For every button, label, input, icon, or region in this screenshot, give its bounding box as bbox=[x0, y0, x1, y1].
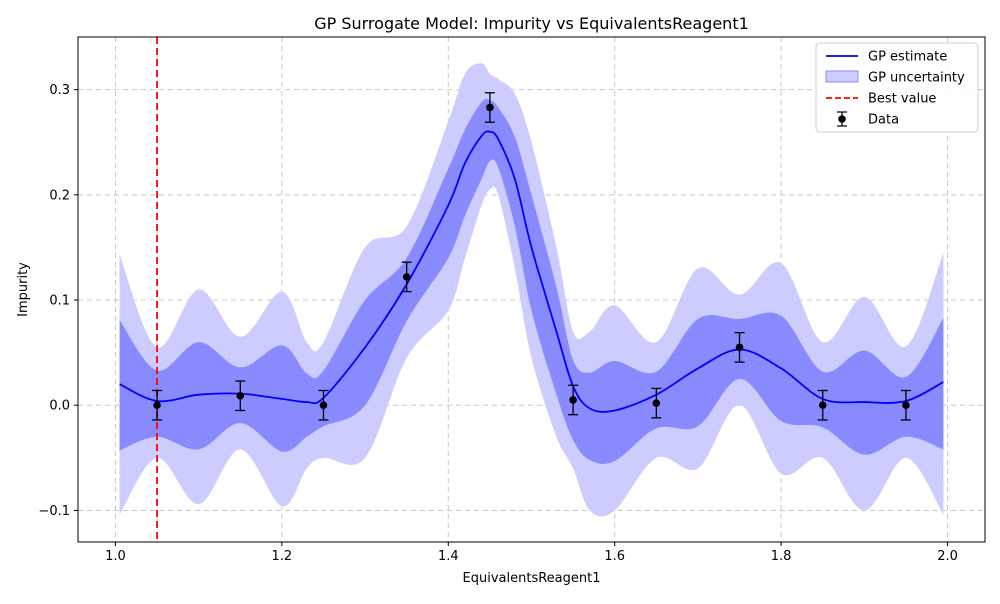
y-tick-label: 0.3 bbox=[49, 83, 70, 98]
legend-label: Best value bbox=[868, 92, 936, 107]
y-axis-label: Impurity bbox=[16, 262, 31, 317]
data-point bbox=[735, 343, 744, 352]
y-tick-label: 0.2 bbox=[49, 188, 70, 203]
data-point bbox=[486, 103, 494, 112]
legend-label: GP uncertainty bbox=[868, 71, 965, 86]
data-point bbox=[153, 401, 161, 410]
axis-ticks: 1.0 1.2 1.4 1.6 1.8 2.0 −0.1 0.0 0.1 0.2 0.3 bbox=[38, 83, 957, 564]
data-point bbox=[236, 391, 245, 400]
legend-box bbox=[815, 42, 979, 133]
legend-swatch-data-point bbox=[838, 115, 846, 123]
x-tick-label: 1.6 bbox=[604, 549, 625, 564]
estimate-lines bbox=[119, 37, 944, 542]
legend-label: Data bbox=[868, 113, 899, 128]
x-tick-label: 1.2 bbox=[272, 549, 293, 564]
data-point bbox=[402, 273, 411, 281]
legend-label: GP estimate bbox=[868, 50, 947, 65]
y-tick-label: −0.1 bbox=[38, 504, 70, 519]
legend-items: GP estimate GP uncertainty Best value Data bbox=[825, 50, 965, 128]
data-point bbox=[569, 396, 577, 404]
legend-swatch-gp-uncertainty bbox=[825, 70, 859, 83]
y-tick-label: 0.0 bbox=[49, 399, 70, 414]
axes-frame bbox=[77, 36, 986, 543]
x-axis-label: EquivalentsReagent1 bbox=[463, 571, 601, 586]
y-tick-label: 0.1 bbox=[49, 294, 70, 309]
x-tick-label: 1.8 bbox=[771, 549, 792, 564]
data-points bbox=[152, 92, 911, 421]
x-tick-label: 1.0 bbox=[105, 549, 126, 564]
x-tick-label: 1.4 bbox=[438, 549, 459, 564]
inner-uncertainty-band bbox=[119, 99, 944, 464]
data-point bbox=[818, 401, 827, 410]
chart-title: GP Surrogate Model: Impurity vs Equivale… bbox=[314, 14, 749, 33]
data-point bbox=[319, 401, 328, 410]
data-point bbox=[902, 401, 910, 410]
chart-legend: GP estimate GP uncertainty Best value Data bbox=[815, 42, 979, 133]
x-tick-label: 2.0 bbox=[937, 549, 958, 564]
gp-estimate-line bbox=[119, 130, 944, 413]
data-point bbox=[652, 399, 661, 407]
